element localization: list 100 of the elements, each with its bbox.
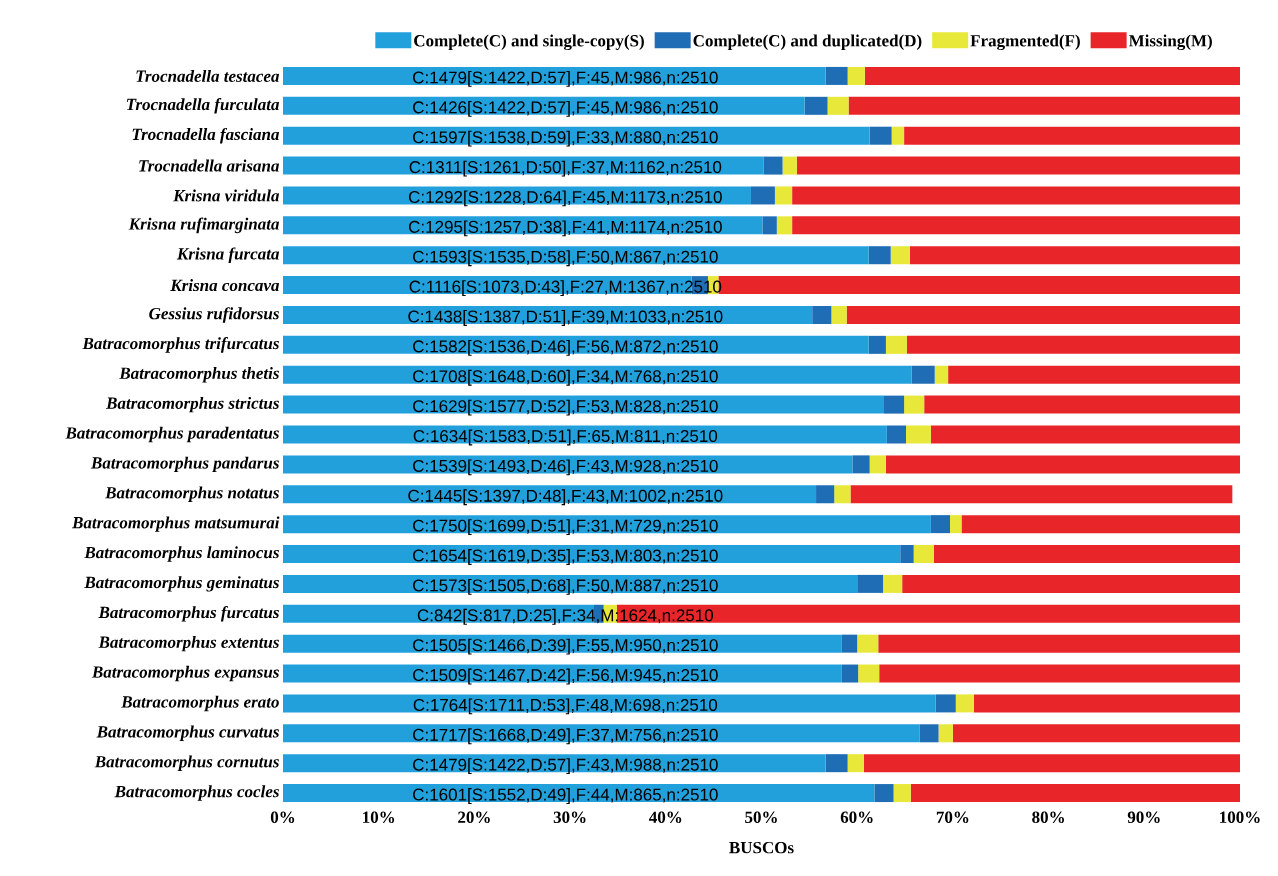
annotation: C:1582[S:1536,D:46],F:56,M:872,n:2510 <box>413 339 718 356</box>
annotation: C:1601[S:1552,D:49],F:44,M:865,n:2510 <box>413 788 718 804</box>
y-tick-label: Gessius rufidorsus <box>149 307 279 323</box>
annotation: C:1479[S:1422,D:57],F:45,M:986,n:2510 <box>413 71 718 87</box>
bar <box>834 485 851 504</box>
bar <box>283 574 858 593</box>
bar <box>938 724 953 743</box>
x-tick-label: 60% <box>840 811 873 824</box>
bar <box>283 724 920 743</box>
y-tick-label: Batracomorphus strictus <box>105 396 279 413</box>
annotation: C:1292[S:1228,D:64],F:45,M:1173,n:2510 <box>408 190 722 207</box>
annotation: C:1764[S:1711,D:53],F:48,M:698,n:2510 <box>413 698 718 715</box>
bar <box>890 246 910 265</box>
annotation: C:1597[S:1538,D:59],F:33,M:880,n:2510 <box>413 130 718 147</box>
bar <box>934 365 949 384</box>
bar <box>933 545 1240 564</box>
bar <box>868 335 886 354</box>
bar <box>906 425 931 444</box>
bar <box>847 754 864 773</box>
x-tick-label: 90% <box>1127 811 1160 824</box>
x-tick-label: 30% <box>553 811 586 824</box>
bar <box>919 724 939 743</box>
annotation: C:1654[S:1619,D:35],F:53,M:803,n:2510 <box>413 549 718 565</box>
bar <box>878 634 1240 653</box>
bar <box>847 66 865 85</box>
y-tick-label: Krisna concava <box>170 279 280 292</box>
annotation: C:1539[S:1493,D:46],F:43,M:928,n:2510 <box>413 459 718 476</box>
x-tick-label: 10% <box>363 811 395 824</box>
annotation: C:1295[S:1257,D:38],F:41,M:1174,n:2510 <box>408 220 722 237</box>
bar <box>952 724 1240 743</box>
bar <box>885 455 1240 474</box>
bar <box>858 664 880 683</box>
bar <box>948 365 1240 384</box>
bar <box>283 66 826 85</box>
y-tick-label: Batracomorphus erato <box>121 695 279 712</box>
x-tick-label: 80% <box>1032 811 1064 824</box>
bar <box>812 305 832 324</box>
bar <box>868 246 891 265</box>
bar <box>792 216 1240 235</box>
bar <box>283 784 875 803</box>
bar <box>283 694 936 713</box>
bar <box>930 515 951 534</box>
y-tick-label: Batracomorphus curvatus <box>96 725 279 742</box>
bar <box>935 694 956 713</box>
bar <box>893 784 911 803</box>
bar <box>891 126 905 145</box>
bar <box>955 694 974 713</box>
bar <box>848 96 1240 115</box>
y-tick-label: Batracomorphus furcatus <box>98 605 279 622</box>
annotation: C:1708[S:1648,D:60],F:34,M:768,n:2510 <box>413 369 718 386</box>
legend-label: Complete(C) and duplicated(D) <box>693 34 922 50</box>
x-tick-label: 20% <box>458 811 490 824</box>
bar <box>852 455 870 474</box>
y-tick-label: Batracomorphus paradentatus <box>65 426 279 443</box>
y-tick-label: Krisna viridula <box>173 189 280 202</box>
bar <box>763 156 783 175</box>
x-axis-title: BUSCOs <box>729 841 794 854</box>
annotation: C:1573[S:1505,D:68],F:50,M:887,n:2510 <box>413 578 718 595</box>
annotation: C:1634[S:1583,D:51],F:65,M:811,n:2510 <box>413 429 718 446</box>
bar <box>883 574 903 593</box>
bar <box>885 335 907 354</box>
x-tick-label: 0% <box>270 811 295 824</box>
bar <box>846 305 1240 324</box>
bar <box>911 365 935 384</box>
y-tick-label: Batracomorphus geminatus <box>84 576 279 592</box>
y-tick-label: Batracomorphus pandarus <box>90 456 279 473</box>
y-tick-label: Krisna furcata <box>176 247 280 264</box>
bar <box>782 156 797 175</box>
y-tick-label: Batracomorphus extentus <box>98 635 279 652</box>
y-tick-label: Batracomorphus thetis <box>119 367 279 383</box>
bar <box>827 96 849 115</box>
bar <box>864 66 1240 85</box>
bar <box>879 664 1240 683</box>
bar <box>831 305 847 324</box>
bar <box>904 126 1240 145</box>
bar <box>886 425 907 444</box>
annotation: C:1509[S:1467,D:42],F:56,M:945,n:2510 <box>413 668 718 685</box>
bar <box>950 515 962 534</box>
bar <box>283 515 931 534</box>
bar <box>913 545 934 564</box>
bar <box>930 425 1240 444</box>
annotation: C:1505[S:1466,D:39],F:55,M:950,n:2510 <box>413 638 718 655</box>
bar <box>283 425 887 444</box>
y-tick-label: Batracomorphus notatus <box>105 486 279 502</box>
y-tick-label: Batracomorphus cornutus <box>94 755 279 771</box>
bar <box>857 574 884 593</box>
bar <box>283 305 813 324</box>
annotation: C:1593[S:1535,D:58],F:50,M:867,n:2510 <box>413 250 718 267</box>
bar <box>924 395 1240 414</box>
bar <box>796 156 1240 175</box>
bar <box>283 335 869 354</box>
y-tick-label: Krisna rufimarginata <box>128 217 280 234</box>
y-tick-label: Trocnadella furculata <box>126 98 280 114</box>
y-tick-label: Batracomorphus cocles <box>114 785 279 801</box>
bar <box>906 335 1240 354</box>
annotation: C:1445[S:1397,D:48],F:43,M:1002,n:2510 <box>408 489 723 506</box>
bar <box>909 246 1240 265</box>
annotation: C:1717[S:1668,D:49],F:37,M:756,n:2510 <box>413 728 718 745</box>
bar <box>825 66 848 85</box>
annotation: C:1311[S:1261,D:50],F:37,M:1162,n:2510 <box>409 160 722 177</box>
